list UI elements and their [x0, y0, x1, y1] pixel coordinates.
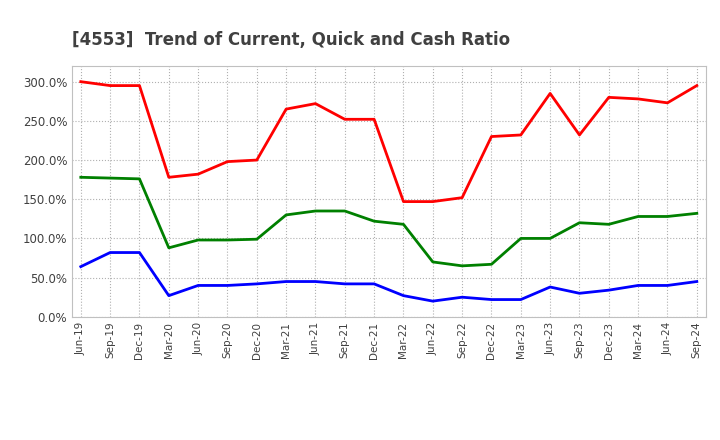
Current Ratio — [634, 96, 642, 102]
Text: [4553]  Trend of Current, Quick and Cash Ratio: [4553] Trend of Current, Quick and Cash … — [72, 31, 510, 49]
Cash Ratio — [634, 283, 642, 288]
Quick Ratio — [253, 237, 261, 242]
Quick Ratio — [194, 237, 202, 242]
Cash Ratio — [663, 283, 672, 288]
Quick Ratio — [399, 222, 408, 227]
Quick Ratio — [575, 220, 584, 225]
Current Ratio — [106, 83, 114, 88]
Cash Ratio — [76, 264, 85, 269]
Cash Ratio — [370, 281, 379, 286]
Cash Ratio — [194, 283, 202, 288]
Current Ratio — [487, 134, 496, 139]
Current Ratio — [399, 199, 408, 204]
Quick Ratio — [516, 236, 525, 241]
Cash Ratio — [605, 287, 613, 293]
Current Ratio — [282, 106, 290, 112]
Quick Ratio — [311, 209, 320, 214]
Cash Ratio — [693, 279, 701, 284]
Cash Ratio — [253, 281, 261, 286]
Current Ratio — [370, 117, 379, 122]
Current Ratio — [311, 101, 320, 106]
Quick Ratio — [370, 219, 379, 224]
Quick Ratio — [634, 214, 642, 219]
Current Ratio — [663, 100, 672, 106]
Cash Ratio — [458, 294, 467, 300]
Cash Ratio — [106, 250, 114, 255]
Quick Ratio — [546, 236, 554, 241]
Quick Ratio — [106, 176, 114, 181]
Quick Ratio — [135, 176, 144, 181]
Cash Ratio — [341, 281, 349, 286]
Cash Ratio — [282, 279, 290, 284]
Cash Ratio — [516, 297, 525, 302]
Quick Ratio — [282, 212, 290, 217]
Cash Ratio — [164, 293, 173, 298]
Current Ratio — [575, 132, 584, 138]
Line: Cash Ratio: Cash Ratio — [81, 253, 697, 301]
Cash Ratio — [575, 291, 584, 296]
Current Ratio — [76, 79, 85, 84]
Quick Ratio — [164, 245, 173, 250]
Quick Ratio — [341, 209, 349, 214]
Cash Ratio — [311, 279, 320, 284]
Line: Quick Ratio: Quick Ratio — [81, 177, 697, 266]
Cash Ratio — [546, 284, 554, 290]
Current Ratio — [135, 83, 144, 88]
Current Ratio — [605, 95, 613, 100]
Cash Ratio — [135, 250, 144, 255]
Line: Current Ratio: Current Ratio — [81, 82, 697, 202]
Current Ratio — [341, 117, 349, 122]
Cash Ratio — [399, 293, 408, 298]
Current Ratio — [516, 132, 525, 138]
Quick Ratio — [487, 262, 496, 267]
Current Ratio — [693, 83, 701, 88]
Quick Ratio — [663, 214, 672, 219]
Current Ratio — [253, 158, 261, 163]
Quick Ratio — [458, 263, 467, 268]
Quick Ratio — [76, 175, 85, 180]
Current Ratio — [164, 175, 173, 180]
Current Ratio — [194, 172, 202, 177]
Cash Ratio — [428, 298, 437, 304]
Quick Ratio — [693, 211, 701, 216]
Quick Ratio — [428, 259, 437, 264]
Cash Ratio — [487, 297, 496, 302]
Cash Ratio — [223, 283, 232, 288]
Quick Ratio — [605, 222, 613, 227]
Current Ratio — [546, 91, 554, 96]
Current Ratio — [458, 195, 467, 200]
Quick Ratio — [223, 237, 232, 242]
Current Ratio — [428, 199, 437, 204]
Current Ratio — [223, 159, 232, 164]
